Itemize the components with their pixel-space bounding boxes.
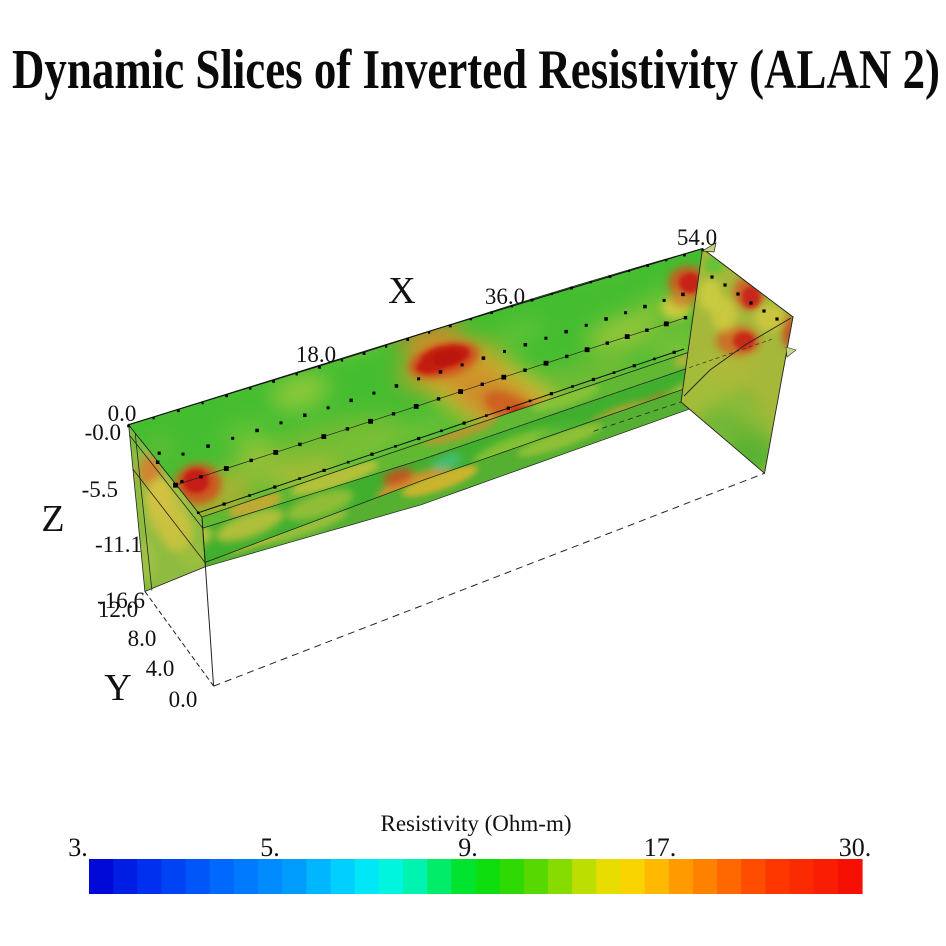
svg-text:30.: 30. <box>839 833 872 862</box>
svg-text:-0.0: -0.0 <box>85 420 121 445</box>
svg-text:-11.1: -11.1 <box>95 532 142 557</box>
svg-text:18.0: 18.0 <box>296 342 336 367</box>
svg-text:8.0: 8.0 <box>128 626 157 651</box>
svg-text:0.0: 0.0 <box>108 401 137 426</box>
svg-text:12.0: 12.0 <box>98 597 138 622</box>
svg-text:4.0: 4.0 <box>146 656 175 681</box>
svg-text:Dynamic Slices of Inverted Res: Dynamic Slices of Inverted Resistivity (… <box>12 39 940 101</box>
svg-text:54.0: 54.0 <box>677 225 717 250</box>
svg-text:-5.5: -5.5 <box>82 477 118 502</box>
svg-text:0.0: 0.0 <box>169 687 198 712</box>
svg-text:3.: 3. <box>68 833 88 862</box>
svg-text:9.: 9. <box>458 833 478 862</box>
svg-text:X: X <box>388 270 415 312</box>
svg-text:36.0: 36.0 <box>485 284 525 309</box>
svg-text:Z: Z <box>41 498 64 540</box>
svg-text:5.: 5. <box>260 833 280 862</box>
svg-text:17.: 17. <box>644 833 677 862</box>
svg-text:Y: Y <box>104 667 131 709</box>
svg-text:-16.6: -16.6 <box>97 588 145 613</box>
svg-text:Resistivity (Ohm-m): Resistivity (Ohm-m) <box>380 811 571 836</box>
